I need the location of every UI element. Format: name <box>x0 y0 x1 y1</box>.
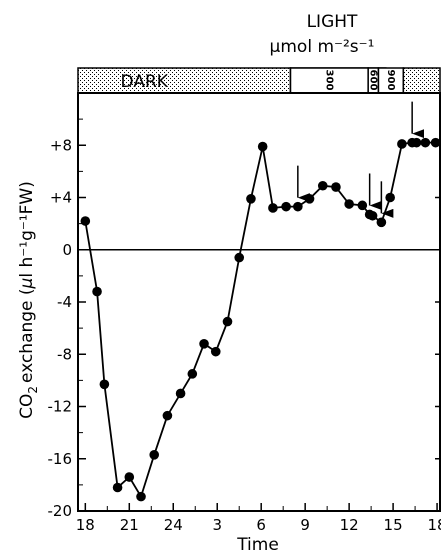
light-header-units: µmol m⁻²s⁻¹ <box>270 37 375 57</box>
data-point-10 <box>199 339 209 349</box>
light-change-arrows <box>297 101 425 218</box>
x-tick-label-1: 21 <box>120 516 139 534</box>
y-axis-label: CO2exchange (µl h⁻¹g⁻¹FW) <box>17 181 40 419</box>
data-point-32 <box>430 137 441 148</box>
data-point-20 <box>317 180 328 191</box>
y-tick-label-3: -4 <box>57 293 72 311</box>
data-point-11 <box>210 346 221 357</box>
y-tick-label-6: -16 <box>48 450 73 468</box>
data-point-4 <box>124 472 135 482</box>
data-point-18 <box>293 201 303 212</box>
x-tick-label-6: 12 <box>340 516 359 534</box>
x-tick-label-7: 15 <box>384 516 403 534</box>
band-label-0: DARK <box>121 72 169 92</box>
data-point-12 <box>222 316 233 327</box>
dark-light-band: DARK 300 600 900 <box>77 67 441 94</box>
series-line <box>84 141 436 499</box>
y-tick-label-5: -12 <box>48 398 73 416</box>
data-point-26 <box>376 217 387 228</box>
light-segment-label-1: 600 <box>367 70 378 91</box>
data-point-19 <box>304 194 315 204</box>
x-axis: 18 21 24 3 6 9 12 15 18 <box>76 503 441 534</box>
data-point-27 <box>385 192 395 203</box>
x-tick-label-2: 24 <box>164 516 183 534</box>
data-point-14 <box>246 194 256 204</box>
data-point-8 <box>175 388 186 399</box>
x-tick-label-0: 18 <box>76 516 95 534</box>
data-point-1 <box>92 286 102 297</box>
data-point-16 <box>268 203 278 213</box>
band-2 <box>402 67 441 94</box>
data-point-30 <box>411 137 422 148</box>
data-point-0 <box>80 216 91 226</box>
y-axis: +8 +4 0 -4 -8 -12 -16 -20 <box>48 92 440 520</box>
y-tick-label-4: -8 <box>57 345 72 363</box>
plot-frame <box>77 92 441 512</box>
x-tick-label-5: 9 <box>300 516 310 534</box>
light-segment-label-2: 900 <box>385 70 396 91</box>
x-tick-label-3: 3 <box>212 516 222 534</box>
data-point-31 <box>420 137 431 148</box>
data-point-15 <box>257 141 268 152</box>
band-0 <box>77 67 292 94</box>
data-point-13 <box>234 252 245 263</box>
light-segment-label-0: 300 <box>323 70 334 91</box>
light-header-title: LIGHT <box>307 12 358 32</box>
data-point-7 <box>162 410 173 421</box>
data-point-5 <box>136 491 146 502</box>
y-tick-label-0: +8 <box>50 136 72 154</box>
x-tick-label-4: 6 <box>256 516 266 534</box>
data-point-22 <box>344 199 354 209</box>
data-point-6 <box>149 450 160 460</box>
data-point-25 <box>367 210 378 221</box>
y-tick-label-1: +4 <box>50 189 72 207</box>
data-point-2 <box>99 379 110 390</box>
data-points <box>80 137 441 502</box>
data-point-3 <box>112 482 123 493</box>
data-point-23 <box>357 200 368 211</box>
y-tick-label-7: -20 <box>48 502 73 520</box>
data-point-28 <box>397 139 407 149</box>
data-point-21 <box>331 182 341 192</box>
data-point-9 <box>187 369 198 379</box>
data-point-17 <box>281 201 291 212</box>
x-tick-label-8: 18 <box>428 516 441 534</box>
y-tick-label-2: 0 <box>62 241 72 259</box>
x-axis-label: Time <box>236 535 279 554</box>
